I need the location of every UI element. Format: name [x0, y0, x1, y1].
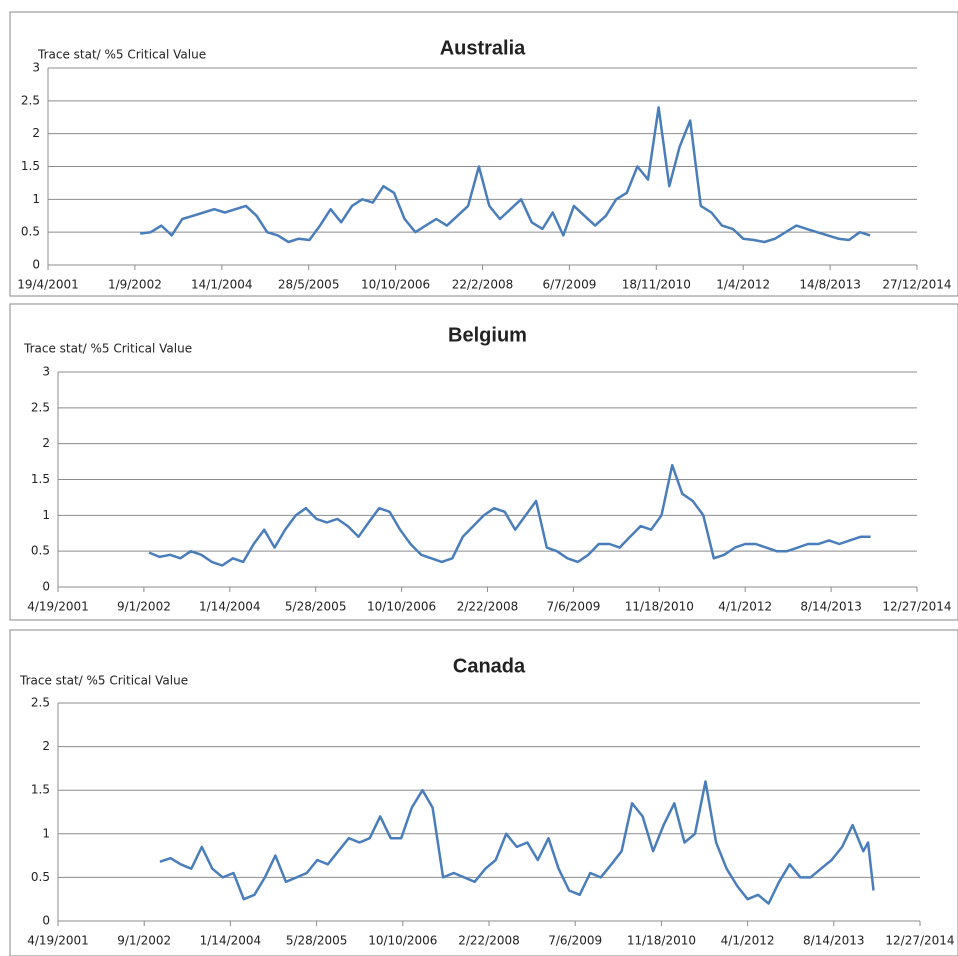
y-tick-label: 1.5 [31, 472, 50, 486]
y-tick-label: 2.5 [31, 696, 50, 710]
x-tick-label: 4/1/2012 [718, 600, 772, 614]
x-tick-label: 5/28/2005 [285, 600, 347, 614]
x-tick-label: 4/1/2012 [721, 934, 775, 948]
chart-panel [9, 629, 958, 956]
x-tick-label: 5/28/2005 [286, 934, 348, 948]
x-tick-label: 8/14/2013 [800, 600, 862, 614]
x-tick-label: 2/22/2008 [457, 600, 519, 614]
x-tick-label: 1/4/2012 [716, 278, 770, 292]
x-tick-label: 19/4/2001 [17, 278, 79, 292]
y-tick-label: 2.5 [31, 400, 50, 414]
y-tick-label: 2 [42, 739, 50, 753]
y-tick-label: 1.5 [31, 783, 50, 797]
x-tick-label: 4/19/2001 [27, 600, 89, 614]
x-tick-label: 10/10/2006 [368, 934, 437, 948]
x-tick-label: 18/11/2010 [622, 278, 691, 292]
chart-title: Canada [453, 655, 526, 677]
y-tick-label: 0 [42, 580, 50, 594]
x-tick-label: 1/14/2004 [200, 934, 262, 948]
chart-panel [9, 11, 958, 297]
y-tick-label: 0.5 [31, 870, 50, 884]
x-tick-label: 14/8/2013 [799, 278, 861, 292]
y-tick-label: 0 [42, 914, 50, 928]
y-tick-label: 3 [42, 365, 50, 379]
y-tick-label: 2 [42, 436, 50, 450]
x-tick-label: 27/12/2014 [882, 278, 951, 292]
y-tick-label: 0.5 [31, 544, 50, 558]
y-tick-label: 1 [42, 826, 50, 840]
x-tick-label: 1/9/2002 [108, 278, 162, 292]
x-tick-label: 7/6/2009 [546, 600, 600, 614]
x-tick-label: 28/5/2005 [278, 278, 340, 292]
chart-title: Australia [440, 37, 526, 59]
y-tick-label: 1 [42, 508, 50, 522]
y-axis-label: Trace stat/ %5 Critical Value [37, 48, 206, 62]
x-tick-label: 22/2/2008 [452, 278, 514, 292]
series-line [148, 463, 871, 567]
x-tick-label: 2/22/2008 [458, 934, 520, 948]
series-line [159, 780, 875, 905]
y-tick-label: 0.5 [21, 225, 40, 239]
chart-title: Belgium [448, 324, 527, 346]
x-tick-label: 9/1/2002 [117, 934, 171, 948]
x-tick-label: 10/10/2006 [367, 600, 436, 614]
y-axis-label: Trace stat/ %5 Critical Value [19, 674, 188, 688]
x-tick-label: 12/27/2014 [885, 934, 954, 948]
x-tick-label: 6/7/2009 [542, 278, 596, 292]
x-tick-label: 11/18/2010 [627, 934, 696, 948]
x-tick-label: 14/1/2004 [191, 278, 253, 292]
y-tick-label: 2.5 [21, 93, 40, 107]
x-tick-label: 9/1/2002 [117, 600, 171, 614]
y-tick-label: 1.5 [21, 159, 40, 173]
x-tick-label: 8/14/2013 [803, 934, 865, 948]
x-tick-label: 11/18/2010 [625, 600, 694, 614]
y-axis-label: Trace stat/ %5 Critical Value [23, 342, 192, 356]
x-tick-label: 12/27/2014 [882, 600, 951, 614]
x-tick-label: 10/10/2006 [361, 278, 430, 292]
x-tick-label: 1/14/2004 [199, 600, 261, 614]
x-tick-label: 4/19/2001 [27, 934, 89, 948]
x-tick-label: 7/6/2009 [548, 934, 602, 948]
chart-panel [9, 303, 958, 621]
y-tick-label: 3 [32, 61, 40, 75]
y-tick-label: 1 [32, 192, 40, 206]
y-tick-label: 0 [32, 258, 40, 272]
series-line [139, 106, 871, 244]
y-tick-label: 2 [32, 126, 40, 140]
